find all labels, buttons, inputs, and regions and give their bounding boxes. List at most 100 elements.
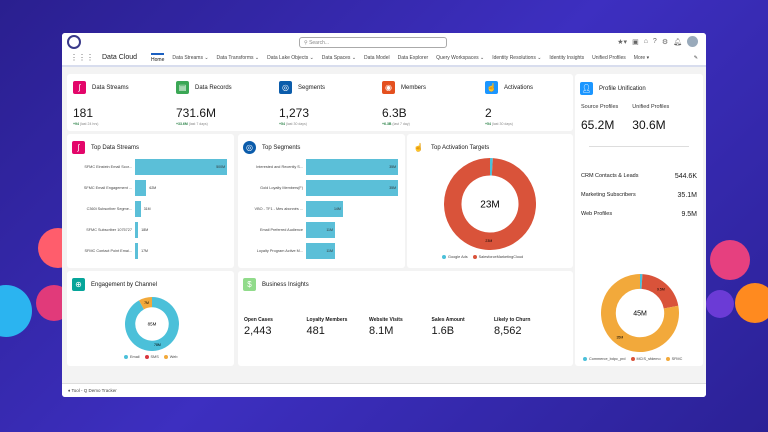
bar[interactable]: 31M: [135, 200, 151, 217]
legend-item[interactable]: SalesforceMarketingCloud: [472, 255, 523, 259]
bar-row[interactable]: SFMC Email Engagement ... 62M: [67, 177, 234, 198]
legend-label: SMS: [150, 355, 159, 359]
source-value: 35.1M: [677, 192, 697, 199]
bar[interactable]: 35M: [306, 179, 398, 196]
bar-value: 11M: [326, 248, 333, 253]
business-insights-card: $ Business Insights Open Cases 2,443 Loyalt…: [238, 271, 573, 366]
bar[interactable]: 500M: [135, 158, 227, 175]
decor-circle: [706, 290, 734, 318]
card-title: Top Segments: [262, 144, 301, 151]
source-value: 9.5M: [681, 211, 697, 218]
nav-tab[interactable]: More ▾: [633, 54, 650, 61]
bar[interactable]: 35M: [306, 158, 398, 175]
data-stream-icon: ∫: [73, 81, 86, 95]
global-header: ⚲ Search... ★▾ ▣ ⌂ ? ⚙ 🔔︎: [62, 33, 706, 50]
decor-circle: [0, 285, 32, 337]
bar-row[interactable]: Gold Loyalty Members(F) 35M: [238, 177, 405, 198]
legend-label: Web: [169, 355, 178, 359]
kpi-delta: +33.6M (last 7 days): [176, 122, 276, 126]
legend-item[interactable]: Email: [124, 355, 140, 359]
donut-slice[interactable]: [641, 274, 679, 309]
kpi-delta: +6.3B (last 7 day): [382, 122, 482, 126]
insight-value: 481: [306, 325, 325, 337]
help-icon[interactable]: ?: [652, 38, 657, 45]
bar[interactable]: 18M: [135, 221, 148, 238]
nav-bar: ⋮⋮⋮ Data Cloud Home Data Streams ⌄ Data Tr…: [62, 50, 706, 67]
gear-icon[interactable]: ⚙: [661, 38, 669, 46]
legend-item[interactable]: Commerce_bdpc_prd: [583, 357, 626, 361]
bar[interactable]: 11M: [306, 242, 335, 259]
avatar[interactable]: [687, 36, 698, 47]
bar-label: SFMC Contact Point Emai...: [84, 248, 132, 253]
data-stream-icon: ∫: [72, 141, 85, 155]
legend-label: Commerce_bdpc_prd: [589, 357, 626, 361]
setup-assistant-icon[interactable]: ▣: [632, 38, 639, 46]
bar-label: SFMC Email Engagement ...: [83, 185, 132, 190]
bar-row[interactable]: C360i Subscriber Segme... 31M: [67, 198, 234, 219]
bar[interactable]: 11M: [306, 221, 335, 238]
nav-tab[interactable]: Data Explorer: [397, 54, 429, 61]
bar-row[interactable]: Loyalty Program Active M... 11M: [238, 240, 405, 261]
bar-value: 14M: [333, 206, 341, 211]
card-title: Profile Unification: [599, 85, 646, 92]
bar-label: Interested and Recently S...: [256, 164, 303, 169]
nav-tab[interactable]: Data Streams ⌄: [172, 54, 209, 61]
legend-item[interactable]: MCIS_sfdemo: [630, 357, 661, 361]
donut-slice[interactable]: [601, 274, 679, 352]
bar[interactable]: 62M: [135, 179, 156, 196]
source-label: Marketing Subscribers: [581, 192, 636, 198]
bar-row[interactable]: Email Preferred Audience 11M: [238, 219, 405, 240]
insight-label: Sales Amount: [431, 317, 465, 323]
edit-nav-icon[interactable]: ✎: [693, 54, 698, 61]
card-title: Engagement by Channel: [91, 281, 158, 288]
donut-slice[interactable]: [138, 297, 153, 310]
donut-slice[interactable]: [125, 297, 179, 351]
nav-tab[interactable]: Data Spaces ⌄: [321, 54, 357, 61]
bar-row[interactable]: SFMC Contact Point Emai... 17M: [67, 240, 234, 261]
kpi-title: Segments: [298, 84, 326, 91]
bar-label: Gold Loyalty Members(F): [260, 185, 303, 190]
legend-dot-icon: [472, 255, 477, 259]
bar-label: SFMC Subscriber 1075727: [86, 227, 132, 232]
search-input[interactable]: ⚲ Search...: [299, 37, 447, 48]
bar-row[interactable]: Interested and Recently S... 35M: [238, 156, 405, 177]
bar[interactable]: 14M: [306, 200, 343, 217]
bar-row[interactable]: SFMC Subscriber 1075727 18M: [67, 219, 234, 240]
kpi-title: Data Streams: [92, 84, 129, 91]
legend-item[interactable]: SMS: [144, 355, 159, 359]
trailhead-icon[interactable]: ⌂: [643, 38, 648, 45]
nav-tab[interactable]: Identity Resolutions ⌄: [492, 54, 542, 61]
insight-metric: Open Cases 2,443: [244, 317, 273, 337]
nav-tab[interactable]: Data Transforms ⌄: [216, 54, 260, 61]
app-name: Data Cloud: [102, 54, 138, 61]
card-title: Business Insights: [262, 281, 309, 288]
donut-slice[interactable]: [444, 158, 536, 250]
nav-tab[interactable]: Data Lake Objects ⌄: [267, 54, 314, 61]
bar[interactable]: 17M: [135, 242, 148, 259]
favorites-icon[interactable]: ★▾: [617, 38, 628, 46]
insight-metric: Sales Amount 1.6B: [432, 317, 465, 337]
legend-item[interactable]: Web: [163, 355, 178, 359]
legend-item[interactable]: Google Ads: [442, 255, 468, 259]
kpi-delta: +94 (last 24 hrs): [73, 122, 173, 126]
bell-icon[interactable]: 🔔︎: [673, 38, 682, 46]
bar-row[interactable]: SFMC Einstein Email Scor... 500M: [67, 156, 234, 177]
utility-item[interactable]: ♦ Tool - Q Demo Tracker: [68, 388, 117, 393]
nav-tab[interactable]: Data Model: [364, 54, 390, 61]
segment-icon: ◎: [243, 141, 256, 155]
bar-value: 35M: [389, 164, 396, 169]
bar-label: SFMC Einstein Email Scor...: [84, 164, 132, 169]
app-launcher-icon[interactable]: ⋮⋮⋮: [70, 53, 94, 62]
nav-tab[interactable]: Unified Profiles: [592, 54, 626, 61]
bar-value: 35M: [389, 185, 396, 190]
nav-tab[interactable]: Identity Insights: [549, 54, 585, 61]
bar-row[interactable]: VBO - TF1 - Mes abonnés ... 14M: [238, 198, 405, 219]
profile-source-row: Web Profiles 9.5M: [581, 211, 703, 218]
delta-period: (last 24 hrs): [79, 122, 99, 126]
delta-value: +33.6M: [176, 122, 188, 126]
delta-value: +6.3B: [382, 122, 392, 126]
nav-tab[interactable]: Home: [151, 52, 165, 63]
slice-label: 78M: [154, 343, 161, 347]
nav-tab[interactable]: Query Workspaces ⌄: [436, 54, 485, 61]
legend-item[interactable]: SFMC: [665, 357, 682, 361]
